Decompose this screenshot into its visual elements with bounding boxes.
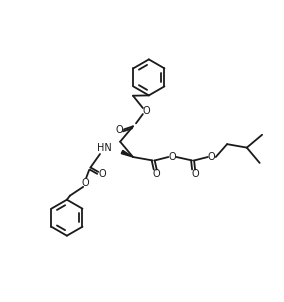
Text: O: O [115, 125, 123, 135]
Text: O: O [169, 152, 176, 162]
Polygon shape [121, 150, 133, 157]
Text: O: O [142, 106, 150, 116]
Text: O: O [98, 169, 106, 179]
Text: O: O [153, 169, 160, 179]
Text: O: O [82, 178, 89, 188]
Text: HN: HN [97, 143, 112, 153]
Text: O: O [191, 169, 199, 179]
Text: O: O [208, 152, 216, 162]
